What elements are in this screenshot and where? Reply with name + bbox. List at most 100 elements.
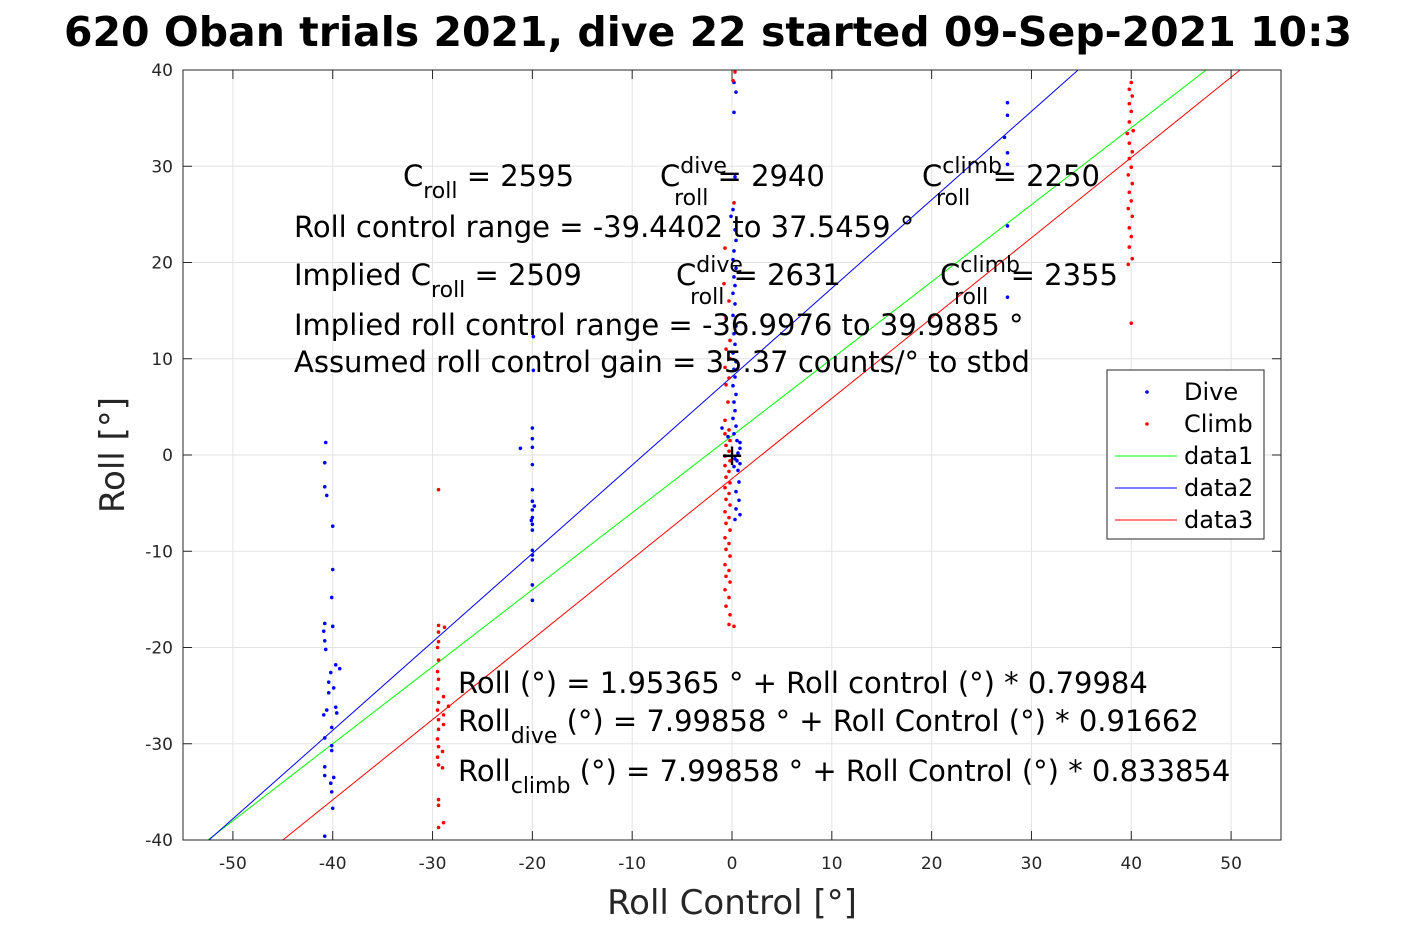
climb-point [732, 624, 736, 629]
dive-point [732, 400, 736, 404]
dive-point [1005, 113, 1010, 118]
legend-label: Dive [1184, 378, 1238, 406]
dive-point [322, 638, 327, 643]
fit-lines [207, 70, 1241, 840]
climb-point [723, 432, 727, 436]
dive-point [330, 567, 335, 572]
dive-point [1005, 162, 1010, 167]
dive-point [333, 663, 338, 667]
dive-point [530, 515, 535, 520]
dive-point [329, 748, 334, 753]
climb-point [1127, 120, 1132, 124]
dive-point [530, 522, 535, 527]
dive-point [731, 351, 735, 355]
y-axis-label: Roll [°] [93, 397, 133, 513]
dive-point [328, 670, 333, 675]
dive-point [736, 468, 740, 473]
climb-point [723, 463, 727, 468]
climb-point [727, 469, 731, 474]
climb-point [436, 727, 441, 732]
climb-point [724, 382, 728, 387]
legend-marker-dive [1145, 390, 1149, 394]
dive-point [330, 806, 335, 811]
fit-line-data3 [282, 70, 1241, 840]
dive-point [732, 249, 736, 253]
climb-point [723, 535, 727, 540]
dive-point [732, 110, 736, 115]
dive-point [731, 207, 735, 212]
dive-point [734, 392, 738, 397]
legend-box [1106, 369, 1265, 540]
dive-point [733, 227, 737, 232]
climb-point [436, 677, 441, 682]
origin-marker: + [720, 438, 744, 472]
climb-point [727, 449, 731, 453]
climb-point [1125, 131, 1130, 136]
dive-point [321, 713, 326, 717]
dive-point [337, 666, 342, 671]
climb-point [727, 622, 731, 627]
y-tick-label: 40 [151, 61, 173, 81]
climb-point [728, 338, 732, 343]
dive-point [331, 686, 336, 690]
dive-point [333, 705, 338, 709]
dive-point [329, 790, 334, 794]
dive-point [734, 266, 738, 271]
climb-point [728, 356, 732, 361]
climb-point [435, 669, 440, 674]
dive-point [738, 461, 742, 466]
climb-point [441, 694, 446, 699]
axis-ticks: -50 -40 -30 -20 -10 0 10 20 30 40 50 -40 -30 -20 -10 0 1… [145, 61, 1281, 874]
climb-point [1127, 245, 1132, 249]
climb-point [724, 574, 728, 579]
gain-text: Assumed roll control gain = 35.37 counts… [294, 345, 1030, 379]
climb-point [1130, 214, 1135, 219]
climb-point [436, 803, 441, 808]
dive-point [731, 416, 735, 421]
dive-point [322, 460, 327, 465]
dive-point [322, 621, 327, 626]
dive-point [530, 508, 535, 512]
dive-point [324, 493, 329, 498]
dive-point [530, 583, 535, 587]
climb-point [1129, 165, 1134, 170]
x-axis-label: Roll Control [°] [607, 883, 857, 923]
climb-point [1130, 181, 1135, 186]
dive-point [736, 451, 740, 455]
dive-point [326, 690, 331, 695]
legend: Dive Climb data1 data2 data3 [1106, 369, 1265, 540]
dive-point [735, 458, 739, 463]
climb-point [441, 713, 446, 717]
fit-equation-all: Roll (°) = 1.95365 ° + Roll control (°) … [458, 666, 1148, 700]
dive-point [734, 507, 738, 511]
dive-point [734, 90, 738, 94]
climb-point [723, 246, 727, 250]
climb-point [1129, 80, 1134, 85]
climb-point [436, 639, 441, 644]
climb-point [733, 70, 737, 74]
dive-point [733, 375, 737, 379]
legend-label: data2 [1184, 474, 1253, 502]
dive-point [324, 708, 329, 712]
x-tick-label: -20 [518, 854, 546, 874]
dive-point [732, 367, 736, 372]
dive-point [731, 257, 735, 262]
x-tick-label: 20 [921, 854, 943, 874]
dive-point [733, 283, 737, 288]
y-tick-label: 30 [151, 157, 173, 177]
climb-point [722, 281, 726, 286]
dive-point [731, 383, 735, 388]
dive-point [530, 487, 535, 492]
dive-point [737, 498, 741, 503]
x-tick-label: 0 [727, 854, 738, 874]
climb-point [727, 568, 731, 573]
y-tick-label: -10 [145, 542, 173, 562]
climb-point [728, 438, 732, 443]
dive-point [322, 765, 327, 769]
climb-point [724, 443, 728, 448]
implied-c-roll-climb-text: Cclimb roll = 2355 [940, 253, 1118, 310]
climb-point [442, 625, 447, 630]
dive-point [326, 680, 331, 684]
dive-point [323, 440, 328, 445]
